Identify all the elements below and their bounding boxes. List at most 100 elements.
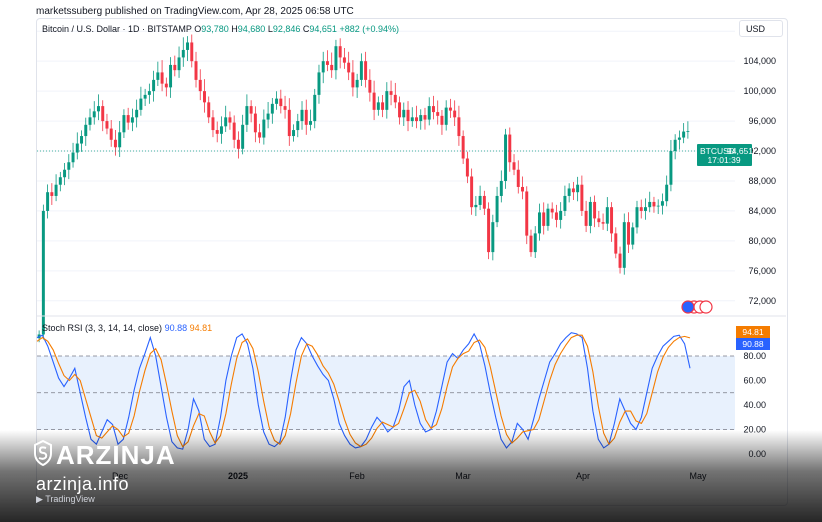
stoch-tick-label: 80.00	[743, 351, 766, 361]
stoch-tick-label: 40.00	[743, 400, 766, 410]
candle-body	[512, 162, 516, 170]
price-tick-label: 96,000	[748, 116, 776, 126]
candle-body	[521, 186, 524, 192]
stoch-name: Stoch RSI (3, 3, 14, 14, close)	[42, 323, 163, 333]
candle-body	[219, 126, 223, 134]
candle-body	[571, 188, 575, 193]
grid-lines	[37, 30, 735, 302]
candle-body	[228, 117, 232, 123]
candle-body	[283, 106, 287, 110]
candle-body	[160, 72, 164, 84]
watermark-brand: ARZINJA	[34, 440, 176, 471]
candle-body	[46, 192, 50, 211]
candle-body	[253, 113, 257, 133]
candle-body	[169, 64, 173, 88]
watermark-site: arzinja.info	[36, 474, 130, 494]
candle-body	[656, 205, 660, 207]
last-price-tag-box	[697, 144, 752, 166]
candle-body	[342, 57, 346, 63]
candle-body	[499, 180, 503, 196]
candle-body	[109, 128, 113, 140]
change-value: +882 (+0.94%)	[339, 24, 399, 34]
candle-body	[406, 109, 410, 122]
published-line: marketssuberg published on TradingView.c…	[36, 6, 354, 17]
candle-body	[63, 169, 67, 178]
candle-body	[135, 109, 139, 118]
price-tick-label: 92,000	[748, 146, 776, 156]
candle-body	[50, 192, 54, 196]
candle-body	[601, 222, 605, 224]
candle-body	[652, 201, 656, 207]
candle-body	[173, 64, 177, 71]
candle-body	[190, 42, 194, 62]
candle-body	[304, 109, 308, 125]
candle-body	[143, 94, 147, 99]
candle-body	[393, 94, 397, 103]
candle-body	[559, 210, 563, 220]
flag-icon	[681, 300, 713, 314]
candle-body	[431, 106, 435, 113]
stoch-d-tag: 94.81	[736, 326, 770, 338]
candle-body	[241, 124, 245, 149]
stoch-k-tag-text: 90.88	[742, 339, 764, 349]
low-value: 92,846	[272, 24, 301, 34]
candle-body	[236, 139, 240, 149]
close-label: C	[302, 24, 310, 34]
stoch-d-tag-text: 94.81	[742, 327, 764, 337]
candle-body	[54, 184, 58, 196]
candle-body	[364, 61, 368, 80]
tradingview-logo-icon: ▶	[36, 494, 46, 504]
candle-body	[567, 188, 571, 196]
candle-body	[258, 132, 262, 138]
symbol-legend[interactable]: Bitcoin / U.S. Dollar · 1D · BITSTAMP O9…	[42, 24, 399, 34]
candle-body	[313, 94, 317, 122]
candle-body	[580, 184, 584, 211]
candle-body	[58, 177, 62, 185]
stoch-k-value: 90.88	[164, 323, 188, 333]
candle-body	[482, 195, 486, 209]
candle-body	[296, 121, 300, 131]
candle-body	[470, 176, 474, 208]
flag-icon-3	[699, 300, 713, 314]
candle-body	[75, 143, 79, 153]
open-label: O	[194, 24, 202, 34]
candle-body	[92, 111, 96, 118]
candle-body	[686, 131, 690, 132]
candle-body	[130, 117, 134, 123]
stoch-legend[interactable]: Stoch RSI (3, 3, 14, 14, close) 90.88 94…	[42, 323, 212, 333]
candle-body	[584, 210, 588, 226]
candle-body	[665, 184, 669, 202]
stoch-tick-label: 20.00	[743, 425, 766, 435]
price-tick-label: 80,000	[748, 236, 776, 246]
candle-body	[262, 119, 266, 138]
candle-body	[325, 61, 329, 65]
high-value: 94,680	[237, 24, 266, 34]
candle-body	[410, 117, 414, 122]
candle-body	[448, 107, 452, 111]
candle-body	[376, 102, 380, 110]
candle-body	[245, 106, 249, 125]
candle-body	[618, 253, 622, 268]
price-tag-countdown: 17:01:39	[707, 155, 740, 165]
candle-body	[126, 115, 130, 123]
candle-body	[427, 106, 431, 120]
currency-button[interactable]: USD	[739, 20, 783, 37]
candle-body	[381, 102, 385, 110]
stoch-d-tag-box	[736, 326, 770, 338]
candles	[37, 34, 690, 343]
candle-body	[194, 61, 198, 80]
candle-body	[118, 132, 122, 148]
candle-body	[266, 113, 270, 120]
candle-body	[465, 158, 469, 177]
price-tick-label: 84,000	[748, 206, 776, 216]
candle-body	[677, 137, 681, 140]
candle-body	[152, 79, 156, 92]
candle-body	[487, 208, 491, 253]
candle-body	[453, 110, 457, 118]
candle-body	[67, 162, 71, 170]
candle-body	[639, 207, 643, 211]
candle-body	[334, 46, 338, 71]
candle-body	[415, 117, 418, 122]
